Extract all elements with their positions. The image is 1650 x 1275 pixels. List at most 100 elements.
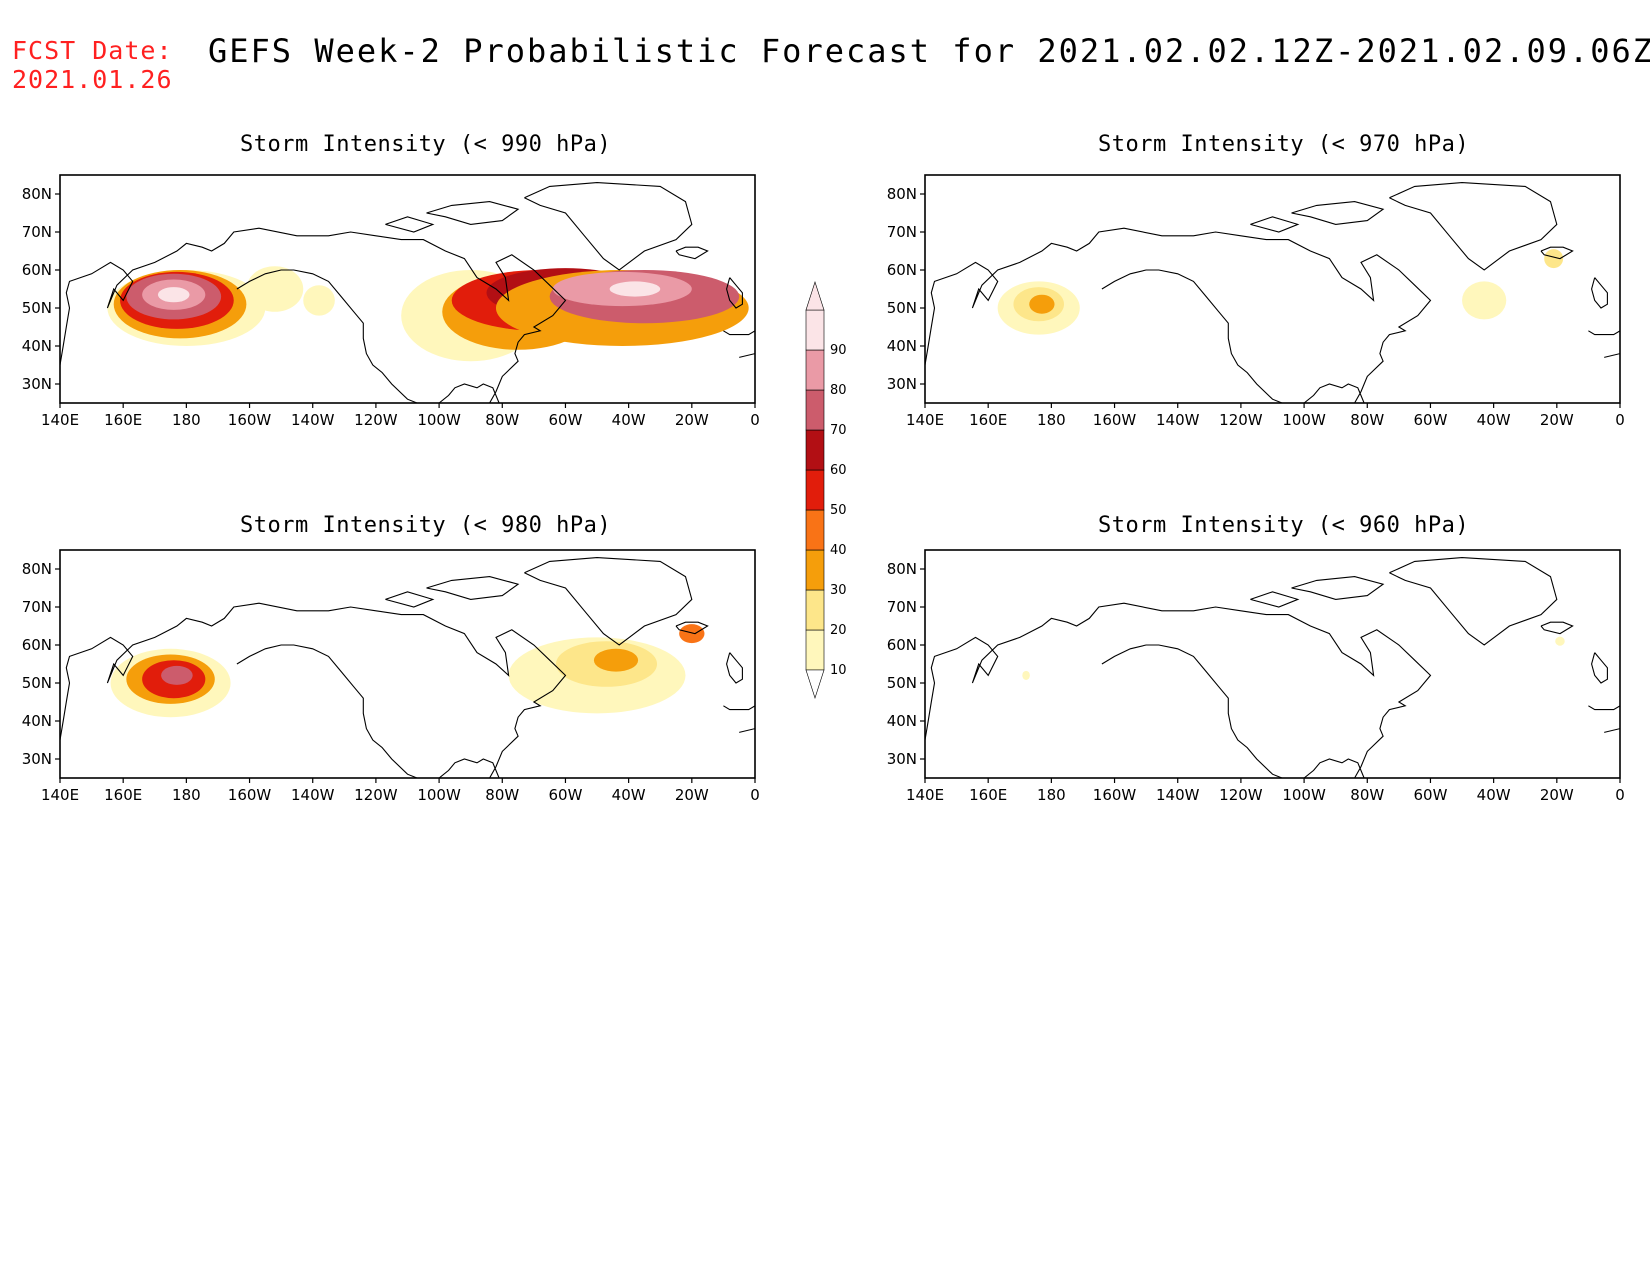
- map-frame: [924, 549, 1621, 779]
- coastline: [236, 644, 418, 778]
- lon-tick-label: 120W: [1219, 786, 1263, 804]
- coastline: [739, 728, 755, 733]
- coastline: [1540, 246, 1574, 260]
- lon-tick-label: 20W: [675, 411, 709, 429]
- colorbar-swatch: [805, 549, 825, 591]
- lat-tick-label: 60N: [22, 261, 52, 279]
- lon-tick-label: 20W: [675, 786, 709, 804]
- coastline: [726, 652, 743, 684]
- map-panel-970: 80N 70N 60N 50N 40N 30N 140E 160E 180 160W 140W 120…: [887, 174, 1625, 429]
- lon-tick-label: 60W: [1413, 411, 1447, 429]
- coastline: [1389, 182, 1558, 271]
- coastline: [60, 227, 567, 403]
- lon-tick-label: 100W: [417, 786, 461, 804]
- coastline: [1303, 758, 1365, 778]
- lon-tick-label: 160E: [969, 786, 1007, 804]
- colorbar-label: 30: [830, 583, 847, 598]
- lon-tick-label: 80W: [1350, 411, 1384, 429]
- map-panel-990: 80N 70N 60N 50N 40N 30N 140E 160E 180 160W 140W 120…: [22, 174, 760, 429]
- probability-region-30: [1029, 294, 1055, 314]
- map-frame: [924, 174, 1621, 404]
- colorbar-swatch: [805, 309, 825, 351]
- probability-region-10: [1555, 636, 1565, 646]
- colorbar-swatch: [805, 629, 825, 671]
- coastline: [1291, 576, 1385, 600]
- map-panel-980: 80N 70N 60N 50N 40N 30N 140E 160E 180 160W 140W 120…: [22, 549, 760, 804]
- lat-tick-label: 50N: [887, 299, 917, 317]
- lon-tick-label: 100W: [417, 411, 461, 429]
- coastline: [675, 246, 709, 260]
- lon-tick-label: 0: [750, 786, 760, 804]
- probability-region-20: [1544, 249, 1564, 269]
- lat-tick-label: 30N: [887, 375, 917, 393]
- coastline: [1291, 201, 1385, 225]
- probability-region-90: [609, 281, 661, 297]
- coastline: [1540, 621, 1574, 635]
- lat-tick-label: 60N: [887, 636, 917, 654]
- coastline: [524, 557, 693, 646]
- coastline: [1604, 353, 1620, 358]
- coastline: [60, 602, 567, 778]
- lon-tick-label: 20W: [1540, 411, 1574, 429]
- map-panel-960: 80N 70N 60N 50N 40N 30N 140E 160E 180 160W 140W 120…: [887, 549, 1625, 804]
- colorbar-swatch: [805, 469, 825, 511]
- coastline: [1303, 383, 1365, 403]
- colorbar-label: 50: [830, 503, 847, 518]
- lat-tick-label: 40N: [887, 337, 917, 355]
- lon-tick-label: 140E: [41, 786, 79, 804]
- coastline: [438, 758, 500, 778]
- lon-tick-label: 0: [1615, 786, 1625, 804]
- lon-tick-label: 120W: [354, 411, 398, 429]
- lon-tick-label: 140W: [1156, 411, 1200, 429]
- lat-tick-label: 70N: [22, 598, 52, 616]
- coastline: [726, 277, 743, 309]
- lon-tick-label: 160E: [104, 786, 142, 804]
- colorbar-swatch: [805, 349, 825, 391]
- lon-tick-label: 160W: [228, 411, 272, 429]
- lon-tick-label: 120W: [1219, 411, 1263, 429]
- forecast-date-label: FCST Date:: [12, 36, 173, 65]
- panel-title-970: Storm Intensity (< 970 hPa): [1098, 132, 1470, 157]
- lon-tick-label: 60W: [1413, 786, 1447, 804]
- colorbar-label: 60: [830, 463, 847, 478]
- coastline: [524, 182, 693, 271]
- lon-tick-label: 160E: [969, 411, 1007, 429]
- coastline: [385, 591, 435, 608]
- colorbar-top-triangle: [805, 281, 825, 311]
- colorbar-bottom-triangle: [805, 669, 825, 699]
- lon-tick-label: 140E: [41, 411, 79, 429]
- colorbar-swatch: [805, 589, 825, 631]
- colorbar-swatch: [805, 389, 825, 431]
- forecast-date-value: 2021.01.26: [12, 65, 173, 94]
- lat-tick-label: 30N: [887, 750, 917, 768]
- coastline: [1591, 652, 1608, 684]
- lon-tick-label: 160W: [228, 786, 272, 804]
- coastline: [1389, 557, 1558, 646]
- lat-tick-label: 50N: [887, 674, 917, 692]
- lon-tick-label: 80W: [485, 786, 519, 804]
- probability-region-10: [303, 285, 335, 316]
- lon-tick-label: 0: [750, 411, 760, 429]
- lat-tick-label: 60N: [887, 261, 917, 279]
- lon-tick-label: 0: [1615, 411, 1625, 429]
- lon-tick-label: 180: [172, 411, 201, 429]
- coastline: [385, 216, 435, 233]
- lon-tick-label: 80W: [1350, 786, 1384, 804]
- lat-tick-label: 60N: [22, 636, 52, 654]
- lon-tick-label: 160W: [1093, 786, 1137, 804]
- lon-tick-label: 140E: [906, 786, 944, 804]
- coastline: [925, 602, 1432, 778]
- colorbar-label: 40: [830, 543, 847, 558]
- colorbar-label: 90: [830, 343, 847, 358]
- coastline: [739, 353, 755, 358]
- lon-tick-label: 140E: [906, 411, 944, 429]
- panel-title-980: Storm Intensity (< 980 hPa): [240, 513, 612, 538]
- map-frame: [59, 549, 756, 779]
- coastline: [426, 576, 520, 600]
- coastline: [723, 330, 755, 336]
- coastline: [1101, 269, 1283, 403]
- forecast-date-block: FCST Date: 2021.01.26: [12, 36, 173, 94]
- lon-tick-label: 40W: [1477, 786, 1511, 804]
- coastline: [426, 201, 520, 225]
- lon-tick-label: 100W: [1282, 411, 1326, 429]
